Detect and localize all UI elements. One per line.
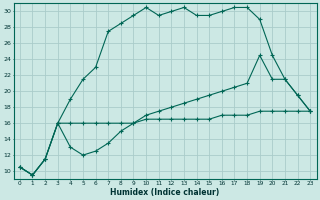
X-axis label: Humidex (Indice chaleur): Humidex (Indice chaleur) — [110, 188, 220, 197]
